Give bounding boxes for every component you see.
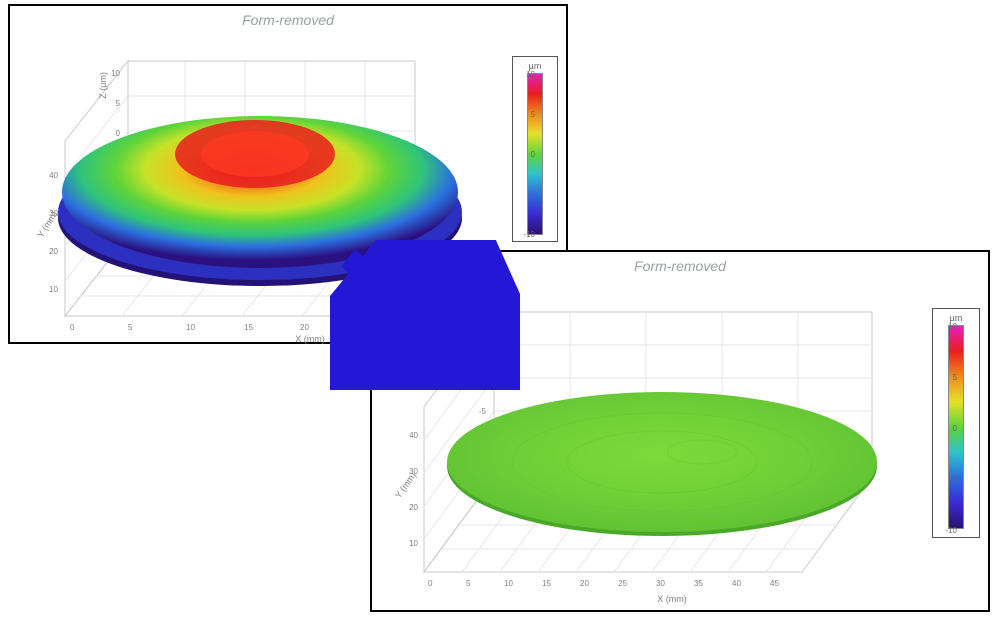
svg-text:5: 5: [466, 579, 471, 588]
svg-text:20: 20: [49, 247, 58, 256]
panel-b-axes: 10 5 0 -5 -10 Z (µm) 40 30 20 10 Y (mm) …: [372, 252, 992, 614]
svg-text:10: 10: [186, 323, 195, 332]
svg-text:10: 10: [477, 315, 486, 324]
colorbar-strip: [527, 73, 543, 235]
svg-text:10: 10: [49, 285, 58, 294]
svg-text:-5: -5: [479, 407, 487, 416]
svg-text:15: 15: [542, 579, 551, 588]
svg-text:10: 10: [409, 539, 418, 548]
svg-text:40: 40: [409, 431, 418, 440]
svg-text:0: 0: [70, 323, 75, 332]
svg-text:30: 30: [656, 579, 665, 588]
panel-a-colorbar: µm 10 5 0 -5 -10: [512, 56, 558, 242]
svg-text:25: 25: [345, 321, 354, 330]
svg-text:25: 25: [618, 579, 627, 588]
svg-text:0: 0: [116, 129, 121, 138]
svg-text:10: 10: [504, 579, 513, 588]
svg-text:Y (mm): Y (mm): [35, 209, 59, 239]
svg-text:X (mm): X (mm): [295, 334, 325, 344]
svg-text:5: 5: [116, 99, 121, 108]
svg-text:20: 20: [580, 579, 589, 588]
svg-text:Z (µm): Z (µm): [464, 322, 474, 349]
svg-text:Y (mm): Y (mm): [393, 470, 418, 500]
svg-text:15: 15: [244, 323, 253, 332]
svg-text:0: 0: [482, 375, 487, 384]
svg-text:5: 5: [482, 345, 487, 354]
panel-b-colorbar: µm 10 5 0 -5 -10: [932, 308, 980, 538]
svg-text:35: 35: [694, 579, 703, 588]
svg-text:X (mm): X (mm): [657, 594, 687, 604]
svg-text:40: 40: [49, 171, 58, 180]
svg-text:0: 0: [428, 579, 433, 588]
svg-text:Z (µm): Z (µm): [98, 72, 108, 99]
panel-b: Form-removed 10 5 0 -5: [370, 250, 990, 612]
svg-text:20: 20: [300, 323, 309, 332]
svg-text:40: 40: [732, 579, 741, 588]
svg-text:45: 45: [770, 579, 779, 588]
svg-text:5: 5: [128, 323, 133, 332]
svg-text:20: 20: [409, 503, 418, 512]
svg-text:10: 10: [111, 69, 120, 78]
